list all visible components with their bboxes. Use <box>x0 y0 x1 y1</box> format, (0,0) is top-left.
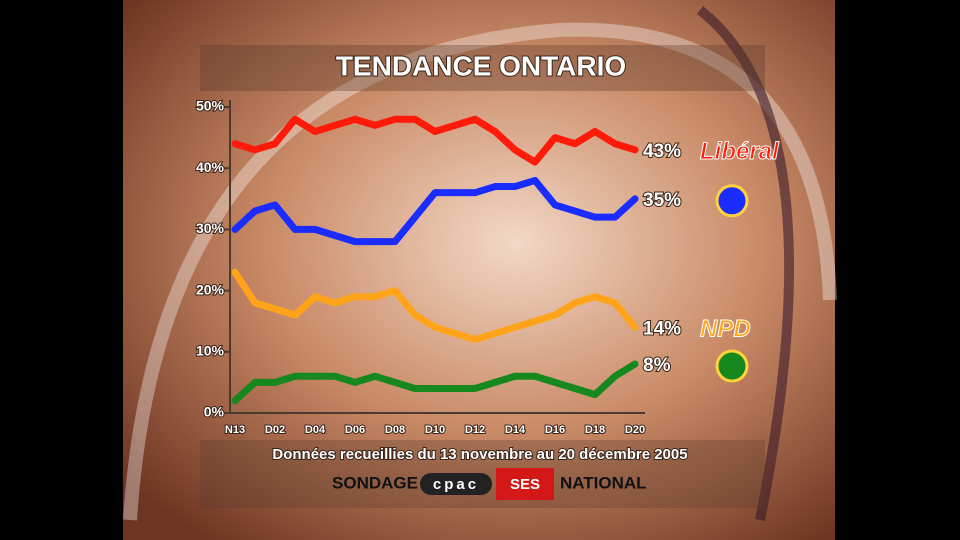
x-tick-label: D06 <box>345 424 365 436</box>
value-label: 14% <box>643 318 681 339</box>
y-tick-label: 10% <box>196 343 225 359</box>
swoosh <box>696 6 795 521</box>
badge-bg <box>496 468 554 500</box>
series-line <box>231 268 639 344</box>
x-tick-label: D10 <box>425 424 445 436</box>
x-tick-label: D02 <box>265 424 285 436</box>
series-line <box>231 176 639 246</box>
value-label: 8% <box>643 355 671 376</box>
y-tick-label: 50% <box>196 98 225 114</box>
y-tick-label: 30% <box>196 220 225 236</box>
footer-logo: cpac <box>433 476 479 493</box>
footer-left: SONDAGE <box>332 473 418 492</box>
series-line <box>231 360 639 405</box>
x-tick-label: D14 <box>505 424 526 436</box>
swoosh <box>123 22 837 521</box>
value-label: 35% <box>643 190 681 211</box>
logo-bg <box>420 473 492 495</box>
x-tick-label: D18 <box>585 424 605 436</box>
y-tick-label: 0% <box>204 404 225 420</box>
subtitle: Données recueillies du 13 novembre au 20… <box>272 446 687 463</box>
legend-entry: NPD <box>700 316 751 343</box>
title-band <box>200 45 765 91</box>
legend-icon <box>715 349 749 383</box>
x-tick-label: D04 <box>305 424 326 436</box>
x-tick-label: D12 <box>465 424 485 436</box>
background <box>123 0 835 540</box>
value-label: 43% <box>643 141 681 162</box>
x-tick-label: N13 <box>225 424 245 436</box>
y-tick-label: 20% <box>196 281 225 297</box>
legend-icon <box>715 184 749 218</box>
footer-right: NATIONAL <box>560 473 647 492</box>
series-line <box>231 115 639 166</box>
footer-badge: SES <box>510 476 540 493</box>
x-tick-label: D16 <box>545 424 565 436</box>
y-tick-label: 40% <box>196 159 225 175</box>
x-tick-label: D20 <box>625 424 645 436</box>
legend-entry: Libéral <box>700 138 780 165</box>
chart-title: TENDANCE ONTARIO <box>336 50 626 81</box>
x-tick-label: D08 <box>385 424 405 436</box>
